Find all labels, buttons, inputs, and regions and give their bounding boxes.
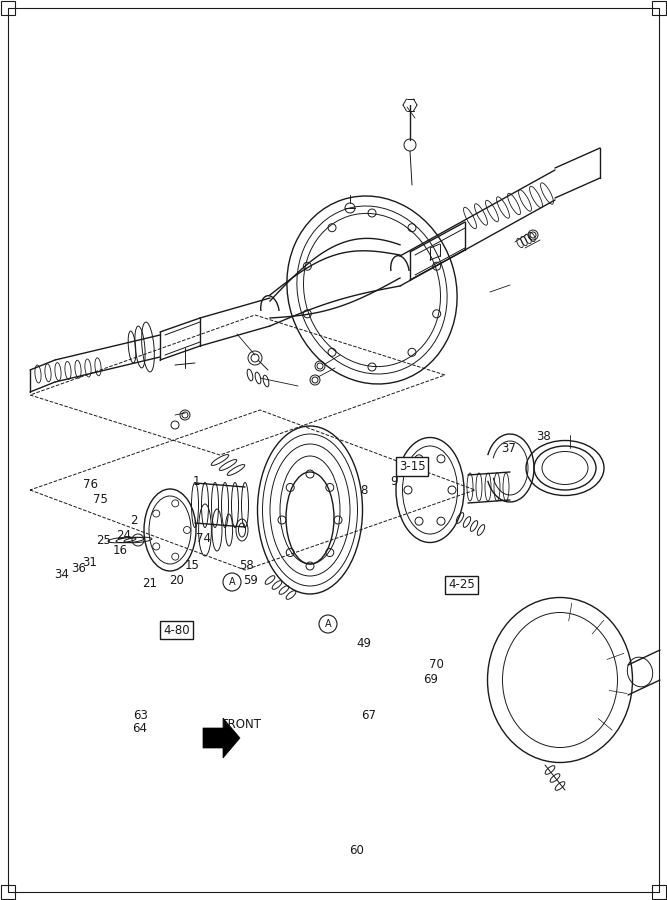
Text: A: A [325,619,331,629]
Text: 9: 9 [390,475,398,488]
Text: 24: 24 [116,529,131,542]
Bar [1,885,15,899]
Text: 75: 75 [93,493,107,506]
Text: 76: 76 [83,478,97,491]
Text: 49: 49 [356,637,371,650]
Text: 60: 60 [350,844,364,857]
Text: A: A [229,577,235,587]
Polygon shape [203,718,240,758]
Text: 70: 70 [430,658,444,670]
Text: FRONT: FRONT [222,718,262,731]
Text: 21: 21 [143,577,157,590]
Bar [1,1,15,15]
Text: 2: 2 [129,514,137,526]
Text: 16: 16 [113,544,127,557]
Text: 37: 37 [501,442,516,454]
Text: 31: 31 [83,556,97,569]
Text: 69: 69 [423,673,438,686]
Text: 67: 67 [361,709,376,722]
Text: 59: 59 [243,574,257,587]
Text: 58: 58 [239,559,254,572]
Text: 64: 64 [133,723,147,735]
Bar [652,1,666,15]
Text: 34: 34 [54,568,69,580]
Text: 74: 74 [196,532,211,544]
Text: 8: 8 [360,484,368,497]
Text: 36: 36 [71,562,86,575]
Text: 4-80: 4-80 [163,624,190,636]
Text: 38: 38 [536,430,551,443]
Bar [652,885,666,899]
Text: 3-15: 3-15 [399,460,426,473]
Text: 4-25: 4-25 [448,579,475,591]
Text: 25: 25 [96,534,111,546]
Text: 20: 20 [169,574,184,587]
Text: 1: 1 [193,475,201,488]
Text: 63: 63 [133,709,147,722]
Text: 15: 15 [185,559,199,572]
